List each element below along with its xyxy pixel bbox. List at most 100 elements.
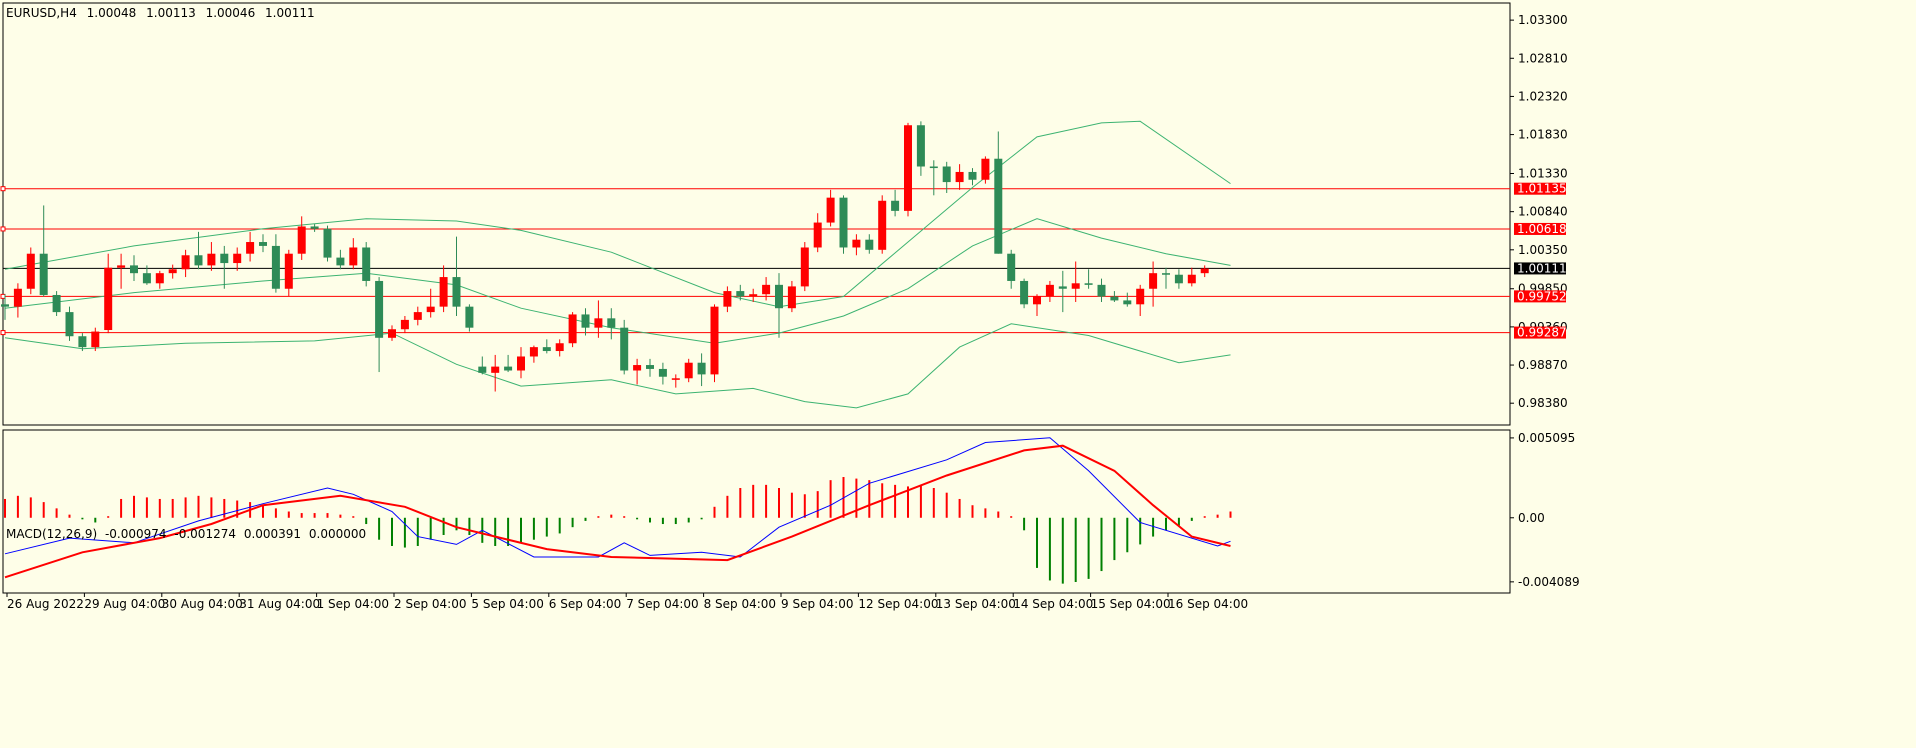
macd-line [4,437,1231,558]
candle-down [1058,270,1067,313]
candle-up [388,325,396,341]
candle-body [400,319,409,330]
candle-up [117,253,126,289]
time-tick-label: 16 Sep 04:00 [1168,597,1248,611]
candle-up [594,300,603,338]
candle-up [671,374,680,388]
candle-down [620,319,629,375]
time-tick-label: 15 Sep 04:00 [1091,597,1171,611]
candle-body [246,242,255,254]
candle-body [1123,300,1132,305]
candle-body [826,197,835,223]
candle-body [929,166,938,169]
signal-line [4,444,1231,579]
time-tick-label: 6 Sep 04:00 [549,597,621,611]
candle-down [658,362,667,385]
candle-body [517,356,525,371]
candle-body [104,267,113,331]
price-level-label: 0.99752 [1517,289,1567,303]
time-tick-label: 9 Sep 04:00 [781,597,853,611]
candle-down [323,225,332,262]
price-tick-label: 1.02810 [1518,51,1568,65]
candle-down [1097,278,1106,302]
candle-body [478,366,487,373]
candle-body [336,257,345,266]
candle-up [349,238,358,270]
candle-body [878,200,887,250]
candle-up [246,231,255,262]
candle-body [491,366,500,373]
macd-chart-area[interactable] [4,437,1232,584]
candle-down [1110,291,1119,302]
candle-down [336,249,345,270]
candle-body [271,245,280,289]
candle-body [39,253,48,295]
candle-body [994,158,1003,254]
macd-tick-label: 0.00 [1518,511,1545,525]
symbol-info: EURUSD,H4 1.00048 1.00113 1.00046 1.0011… [6,6,315,20]
candle-up [207,242,216,271]
candle-body [142,273,151,284]
candle-up [529,345,538,363]
price-level-tag [1514,182,1566,195]
candle-body [697,362,706,375]
time-tick-label: 29 Aug 04:00 [84,597,165,611]
line-anchor [0,330,6,336]
price-tick-label: 1.00840 [1518,205,1568,219]
candle-down [130,255,138,281]
price-level-label: 1.01135 [1517,182,1567,196]
candle-up [13,283,22,318]
price-tick-label: 1.03300 [1518,13,1568,27]
candle-body [259,242,267,246]
candle-body [375,280,384,338]
candle-down [142,265,151,285]
candle-down [581,308,590,336]
candle-up [1187,267,1196,287]
candle-up [1136,284,1145,316]
time-tick-label: 1 Sep 04:00 [317,597,389,611]
candle-body [181,255,190,270]
price-level-tag [1514,290,1566,303]
candle-body [1174,274,1183,284]
candle-up [400,315,409,334]
candle-up [904,122,912,217]
candle-down [375,277,384,373]
candle-down [775,273,783,338]
candle-body [1200,268,1209,274]
candle-down [1,294,9,320]
price-chart-area[interactable] [0,120,1510,409]
candle-body [26,253,35,289]
candle-down [78,333,87,352]
candle-down [942,161,951,193]
candle-down [1162,267,1170,289]
candle-up [284,249,293,297]
candle-down [52,291,61,316]
line-anchor [0,226,6,232]
candle-body [168,269,177,274]
candle-down [362,242,371,287]
candle-up [426,288,435,318]
candle-up [297,216,306,260]
line-anchor [0,186,6,192]
candle-down [1084,269,1093,289]
candle-down [736,284,745,301]
bollinger-upper [4,120,1231,308]
candle-up [517,347,525,379]
candle-up [749,288,758,302]
candle-body [955,171,964,183]
price-tick-label: 1.01830 [1518,128,1568,142]
candle-up [104,253,113,334]
candle-body [65,312,74,337]
candle-up [955,164,964,190]
candle-up [1071,261,1080,302]
time-tick-label: 12 Sep 04:00 [858,597,938,611]
candle-body [1033,296,1041,305]
candle-up [439,265,448,313]
candle-body [942,166,951,183]
candle-body [749,294,758,297]
candle-down [65,306,74,341]
candle-down [220,245,229,289]
candle-body [658,368,667,377]
candle-body [839,197,848,248]
